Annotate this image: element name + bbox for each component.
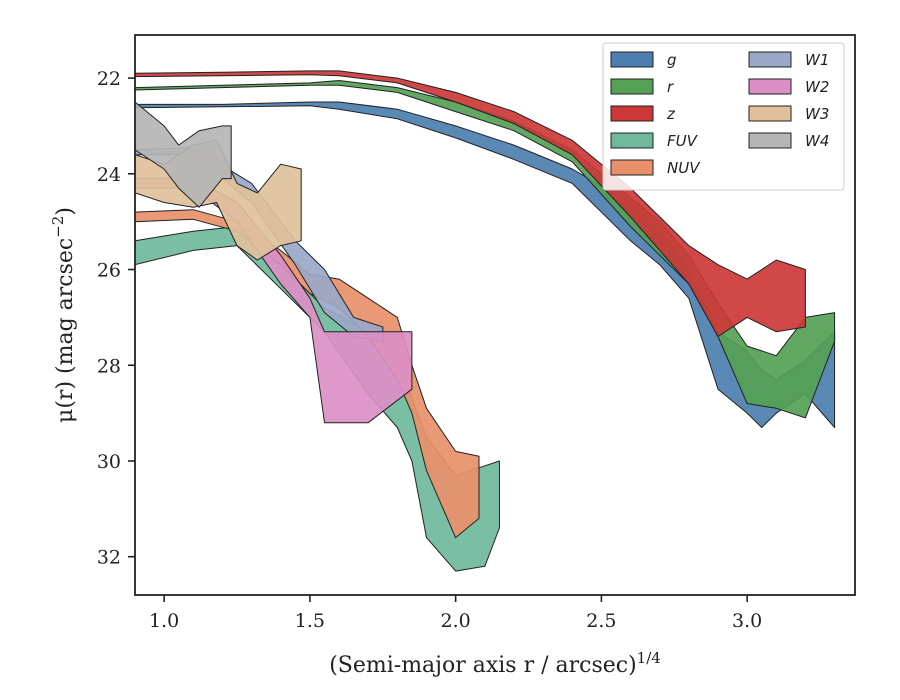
legend-label-w1: W1 (805, 51, 829, 69)
y-tick-label: 26 (97, 260, 121, 282)
band-w4 (135, 101, 232, 208)
x-axis-label: (Semi-major axis r / arcsec)1/4 (329, 649, 661, 678)
band-z (135, 70, 806, 337)
legend-label-w4: W4 (805, 132, 829, 150)
legend-label-r: r (667, 78, 674, 96)
profile-bands (135, 70, 836, 572)
legend: grz FUV NUV W1 W2 W3 W4 (602, 42, 845, 191)
y-tick-label: 28 (97, 355, 121, 377)
x-axis-label-exponent: 1/4 (637, 649, 661, 667)
y-axis-label-text: μ(r) (mag arcsec (53, 238, 78, 423)
legend-swatch-nuv (610, 159, 654, 176)
y-tick-label: 32 (97, 547, 121, 569)
legend-label-nuv: NUV (667, 159, 701, 177)
x-axis-ticks: 1.0 1.5 2.0 2.5 3.0 (149, 595, 762, 632)
y-axis-label: μ(r) (mag arcsec−2) (49, 207, 78, 423)
legend-label-fuv: FUV (667, 132, 699, 150)
legend-swatch-r (610, 78, 654, 95)
y-axis-ticks: 22 24 26 28 30 32 (97, 68, 135, 569)
legend-swatch-g (610, 51, 654, 68)
legend-swatch-fuv (610, 132, 654, 149)
x-tick-label: 3.0 (732, 610, 762, 632)
legend-swatch-w1 (748, 51, 792, 68)
legend-label-w3: W3 (805, 105, 829, 123)
y-tick-label: 24 (97, 164, 121, 186)
legend-swatch-w4 (748, 132, 792, 149)
legend-label-w2: W2 (805, 78, 829, 96)
y-tick-label: 30 (97, 451, 121, 473)
x-tick-label: 2.0 (441, 610, 471, 632)
x-axis-label-text: (Semi-major axis r / arcsec) (329, 653, 636, 678)
y-tick-label: 22 (97, 68, 121, 90)
y-axis-label-exponent: −2 (49, 216, 67, 238)
x-tick-label: 1.0 (149, 610, 179, 632)
x-tick-label: 1.5 (295, 610, 325, 632)
x-tick-label: 2.5 (586, 610, 616, 632)
legend-swatch-z (610, 105, 654, 122)
legend-swatch-w2 (748, 78, 792, 95)
legend-swatch-w3 (748, 105, 792, 122)
legend-label-g: g (667, 51, 677, 69)
y-axis-label-close: ) (53, 207, 78, 216)
legend-label-z: z (666, 105, 676, 123)
plot-frame (134, 34, 856, 596)
